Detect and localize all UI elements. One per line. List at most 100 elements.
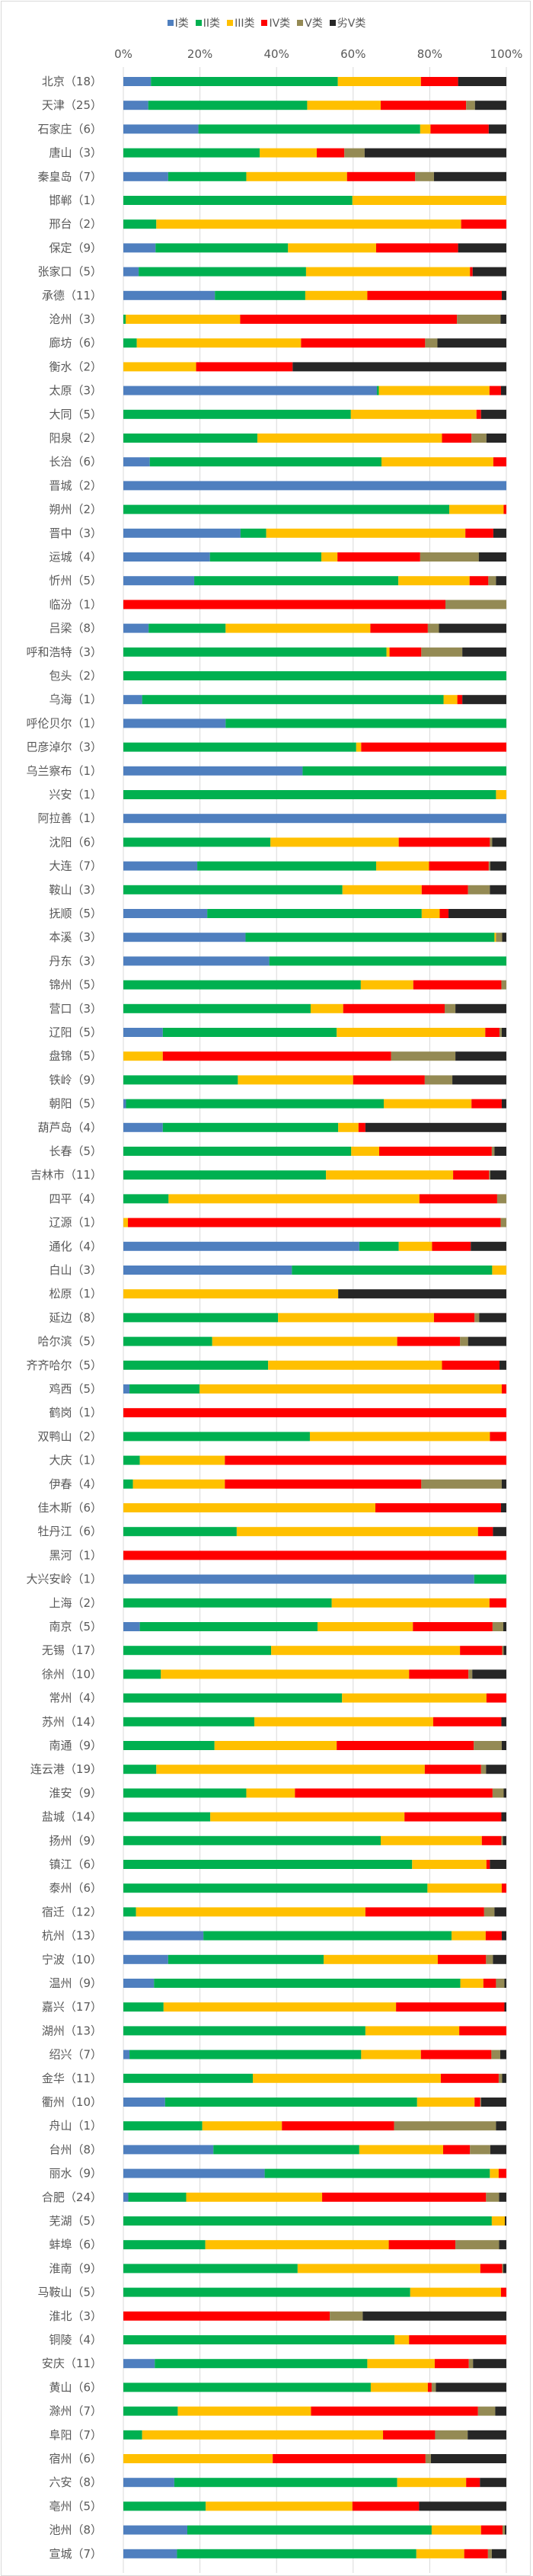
bar-segment-worse-than-5	[480, 2098, 506, 2107]
legend-label: III类	[235, 18, 255, 30]
bar-segment-class-1	[123, 243, 156, 253]
bar-segment-class-3	[212, 1336, 397, 1346]
bar-segment-worse-than-5	[502, 933, 506, 942]
bar-segment-class-2	[292, 1266, 493, 1275]
legend-label: II类	[203, 18, 221, 30]
bar-segment-class-3	[342, 1693, 487, 1703]
bar-segment-class-5	[470, 2145, 490, 2155]
bar-segment-class-5	[391, 1051, 456, 1061]
category-label: 晋中（3）	[49, 526, 102, 540]
bar-segment-class-2	[123, 1646, 272, 1656]
bar-segment-class-2	[123, 1598, 332, 1608]
category-label: 连云港（19）	[30, 1762, 102, 1776]
bar-segment-class-4	[375, 1503, 501, 1512]
bar-segment-class-4	[500, 2287, 506, 2297]
bar-segment-class-2	[123, 1170, 327, 1180]
bar-segment-class-5	[486, 1954, 493, 1964]
bar-segment-class-3	[206, 2501, 353, 2511]
bar-segment-worse-than-5	[502, 2073, 506, 2083]
bar-segment-class-3	[370, 2382, 428, 2392]
bar-segment-class-4	[503, 504, 506, 514]
bar-segment-class-3	[288, 243, 376, 253]
bar-segment-class-4	[413, 1622, 493, 1631]
category-label: 丽水（9）	[49, 2167, 102, 2181]
bar-segment-class-4	[365, 1907, 484, 1917]
category-label: 六安（8）	[49, 2475, 102, 2489]
category-label: 阳泉（2）	[49, 431, 102, 445]
bar-segment-class-4	[471, 1099, 502, 1109]
bar-segment-class-3	[123, 2454, 273, 2463]
category-label: 兴安（1）	[49, 788, 102, 802]
bar-segment-class-3	[449, 504, 504, 514]
category-label: 淮北（3）	[49, 2309, 102, 2323]
bar-segment-class-3	[331, 1598, 490, 1608]
bar-segment-class-2	[123, 1741, 215, 1750]
bar-segment-class-2	[123, 2240, 206, 2250]
bar-segment-class-4	[301, 338, 426, 348]
bar-segment-class-3	[352, 196, 506, 205]
bar-segment-worse-than-5	[364, 148, 506, 158]
bar-segment-class-1	[123, 2549, 177, 2558]
bar-segment-class-5	[427, 623, 439, 633]
bar-segment-class-4	[429, 861, 489, 871]
bar-segment-class-4	[437, 1954, 487, 1964]
bar-segment-class-2	[149, 457, 382, 467]
category-label: 巴彦淖尔（3）	[26, 741, 102, 754]
bar-segment-class-2	[123, 1669, 161, 1679]
category-label: 佳木斯（6）	[37, 1501, 102, 1515]
bar-segment-class-3	[412, 1860, 487, 1869]
category-label: 上海（2）	[49, 1596, 102, 1610]
bar-segment-class-3	[452, 1931, 486, 1941]
bar-segment-worse-than-5	[490, 2145, 506, 2155]
bar-segment-worse-than-5	[490, 1860, 506, 1869]
bar-segment-class-4	[346, 171, 416, 181]
category-label: 阿拉善（1）	[37, 811, 102, 825]
bar-segment-class-2	[123, 742, 356, 752]
bar-segment-class-1	[123, 695, 142, 705]
bar-segment-class-4	[409, 2335, 506, 2344]
bar-segment-class-3	[238, 1075, 353, 1085]
bar-segment-class-5	[496, 933, 503, 942]
category-label: 黄山（6）	[49, 2380, 102, 2394]
bar-segment-class-5	[492, 1622, 503, 1631]
bar-segment-worse-than-5	[492, 837, 506, 847]
bar-segment-class-3	[337, 77, 421, 86]
category-label: 湖州（13）	[42, 2024, 102, 2037]
category-label: 鹤岗（1）	[49, 1406, 102, 1419]
bar-segment-class-3	[142, 2430, 384, 2440]
bar-segment-class-3	[186, 2192, 323, 2202]
bar-segment-worse-than-5	[480, 409, 506, 419]
bar-segment-worse-than-5	[338, 1289, 506, 1299]
bar-segment-worse-than-5	[486, 1765, 506, 1774]
category-label: 绍兴（7）	[49, 2048, 102, 2062]
bar-segment-class-4	[469, 576, 489, 586]
bar-segment-class-4	[375, 243, 458, 253]
bar-segment-class-3	[443, 695, 458, 705]
bar-segment-class-4	[225, 1455, 506, 1465]
category-label: 大同（5）	[49, 408, 102, 421]
bar-segment-class-1	[123, 2192, 129, 2202]
category-label: 双鸭山（2）	[37, 1429, 102, 1443]
bar-segment-worse-than-5	[490, 861, 506, 871]
bar-segment-worse-than-5	[419, 2501, 506, 2511]
bar-segment-class-2	[129, 1384, 200, 1394]
bar-segment-class-2	[209, 552, 322, 562]
bar-segment-worse-than-5	[503, 1622, 506, 1631]
category-label: 晋城（2）	[49, 478, 102, 492]
category-label: 朝阳（5）	[49, 1097, 102, 1111]
legend: I类 II类 III类 IV类 V类 劣V类	[0, 15, 533, 30]
bar-segment-class-4	[419, 1194, 497, 1204]
bar-segment-class-4	[459, 2026, 506, 2036]
category-label: 廊坊（6）	[49, 336, 102, 350]
bar-segment-class-3	[356, 742, 362, 752]
bar-segment-class-2	[123, 1788, 247, 1798]
bar-segment-class-4	[434, 2359, 469, 2369]
bar-segment-class-5	[491, 1147, 495, 1156]
bar-segment-class-3	[420, 124, 431, 134]
bar-segment-class-5	[491, 2050, 500, 2059]
bar-segment-class-2	[225, 718, 506, 728]
bar-segment-class-4	[498, 2168, 506, 2178]
bar-segment-class-2	[123, 1717, 255, 1726]
bar-segment-class-5	[487, 2549, 492, 2558]
bar-segment-worse-than-5	[490, 885, 506, 894]
